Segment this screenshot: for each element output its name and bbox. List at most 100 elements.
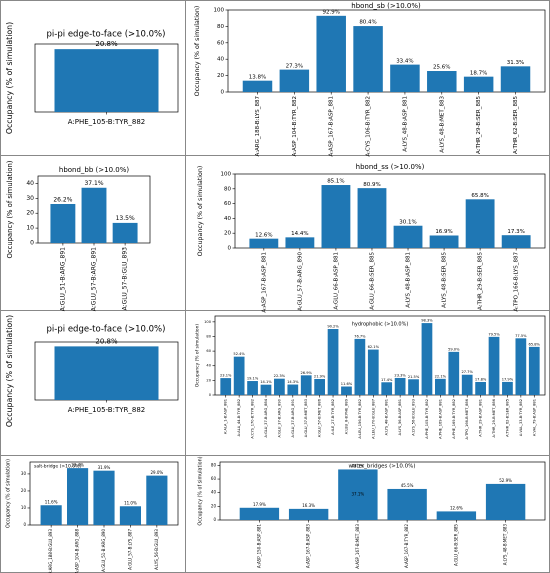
value-label: 20.8% xyxy=(95,40,118,48)
plot-frame xyxy=(219,461,546,521)
x-tick-label: A:LEU_170-B:GLU_887 xyxy=(371,399,375,439)
value-label: 76.7% xyxy=(354,334,366,338)
value-label: 80.9% xyxy=(363,182,380,188)
y-tick-label: 100 xyxy=(221,172,232,178)
annotation: 37.1% xyxy=(352,492,365,497)
y-tick-label: 0 xyxy=(209,393,212,397)
plot-frame xyxy=(234,173,546,249)
x-tick-label: A:ASP_167-B:MET_883 xyxy=(355,524,360,569)
value-label: 26.9% xyxy=(301,371,313,375)
x-tick-label: A:VAL_79-B:ASP_881 xyxy=(532,399,536,436)
value-label: 90.2% xyxy=(327,325,339,329)
value-label: 13.8% xyxy=(249,74,266,80)
bar xyxy=(54,346,159,400)
bar xyxy=(448,351,460,395)
bar xyxy=(239,507,280,520)
x-tick-label: A:LYS_48-B:SER_885 xyxy=(442,252,448,308)
y-tick-label: 10 xyxy=(21,505,27,510)
y-tick-label: 40 xyxy=(217,57,224,63)
x-tick-label: A:GLU_57-B:MET_886 xyxy=(318,398,322,437)
x-tick-label: A:VAL_33-B:TYR_882 xyxy=(519,399,523,436)
y-tick-label: 40 xyxy=(26,180,34,187)
value-label: 37.1% xyxy=(84,180,103,187)
value-label: 30.1% xyxy=(399,219,416,225)
x-tick-label: A:TPO_166-B:LYS_887 xyxy=(514,252,520,312)
x-tick-label: A:GLU_66-B:SER_885 xyxy=(453,524,458,566)
value-label: 23.1% xyxy=(220,374,232,378)
x-tick-label: A:LYS_48-B:MET_883 xyxy=(503,524,508,566)
bar xyxy=(119,506,141,525)
value-label: 25.6% xyxy=(433,65,450,71)
y-axis-label: Occupancy (% of simulation) xyxy=(195,324,201,388)
y-tick-label: 10 xyxy=(26,225,34,232)
x-tick-label: A:ALA_44-B:TYR_882 xyxy=(237,399,241,436)
value-label: 31.9% xyxy=(98,465,111,470)
x-tick-label: A:LYS_56-B:GLU_893 xyxy=(412,399,416,436)
bar xyxy=(408,379,419,395)
x-tick-label: A:LYS_48-B:MET_883 xyxy=(439,96,445,153)
y-tick-label: 80 xyxy=(224,186,231,192)
chart-title: salt-bridge (>10.0%) xyxy=(34,464,81,470)
x-tick-label: A:THR_29-B:SER_885 xyxy=(476,96,482,155)
y-axis-label: Occupancy (% of simulation) xyxy=(194,6,201,97)
chart-title: hbond_ss (>10.0%) xyxy=(356,163,425,171)
x-tick-label: A:THR_29-B:ASP_881 xyxy=(479,399,483,437)
bar xyxy=(287,384,299,395)
value-label: 74.1% xyxy=(352,464,365,469)
y-tick-label: 20 xyxy=(217,73,224,79)
plot-frame xyxy=(214,315,546,396)
bar xyxy=(321,185,351,248)
value-label: 65.8% xyxy=(529,342,541,346)
value-label: 77.5% xyxy=(515,334,527,338)
bar xyxy=(429,235,459,248)
plot-frame xyxy=(227,9,546,93)
bar xyxy=(233,356,245,395)
x-tick-label: A:CYS_106-B:TYR_882 xyxy=(366,96,372,157)
x-tick-label: A:GLU_57-B:ARG_890 xyxy=(297,252,303,311)
y-axis-label: Occupancy (% of simulation) xyxy=(197,166,204,257)
value-label: 33.4% xyxy=(71,462,84,467)
x-tick-label: A:ASP_104-B:TYR_882 xyxy=(292,96,298,157)
y-tick-label: 100 xyxy=(214,8,225,14)
y-tick-label: 60 xyxy=(206,349,211,353)
chart-title: hydrophobic (>10.0%) xyxy=(352,322,409,328)
value-label: 14.3% xyxy=(287,380,299,384)
x-tick-label: A:GLU_57-B:ARG_891 xyxy=(91,247,98,311)
y-axis-label: Occupancy (% of simulation) xyxy=(6,160,14,258)
value-label: 11.0% xyxy=(124,500,137,505)
value-label: 16.3% xyxy=(302,503,315,508)
x-tick-label: A:ILE_27-B:TYR_882 xyxy=(331,399,335,435)
x-tick-label: A:LEU_156-B:TYR_882 xyxy=(358,399,362,439)
value-label: 17.8% xyxy=(475,377,487,381)
value-label: 21.5% xyxy=(408,375,420,379)
value-label: 17.4% xyxy=(381,378,393,382)
y-tick-label: 100 xyxy=(204,320,212,324)
bar xyxy=(40,505,62,525)
x-tick-label: A:GLU_37-B:MET_883 xyxy=(304,399,308,437)
y-tick-label: 0 xyxy=(228,246,232,252)
value-label: 17.9% xyxy=(253,502,266,507)
bar xyxy=(314,378,325,395)
bar xyxy=(387,488,427,520)
x-tick-label: A:THR_62-B:SER_885 xyxy=(505,399,509,437)
y-tick-label: 80 xyxy=(211,462,217,467)
y-axis-label: Occupancy (% of simulation) xyxy=(6,459,12,528)
bar xyxy=(515,338,527,395)
x-tick-label: A:GLU_66-B:SER_885 xyxy=(369,252,375,310)
x-tick-label: A:ARG_188-B:GLU_893 xyxy=(48,529,53,573)
value-label: 14.1% xyxy=(260,380,272,384)
bar xyxy=(112,222,138,243)
chart-title: pi-pi edge-to-face (>10.0%) xyxy=(47,325,166,335)
y-tick-label: 0 xyxy=(23,522,26,527)
y-tick-label: 0 xyxy=(30,240,34,247)
bar xyxy=(146,475,168,525)
y-tick-label: 80 xyxy=(206,334,211,338)
x-tick-label: A:GLU_57-B:GLU_893 xyxy=(122,247,129,311)
bar xyxy=(327,329,339,395)
value-label: 98.3% xyxy=(421,319,433,323)
bar xyxy=(390,64,420,92)
x-tick-label: A:ASP_167-B:TYR_882 xyxy=(404,524,409,568)
bar xyxy=(475,381,486,395)
value-label: 65.8% xyxy=(471,193,488,199)
